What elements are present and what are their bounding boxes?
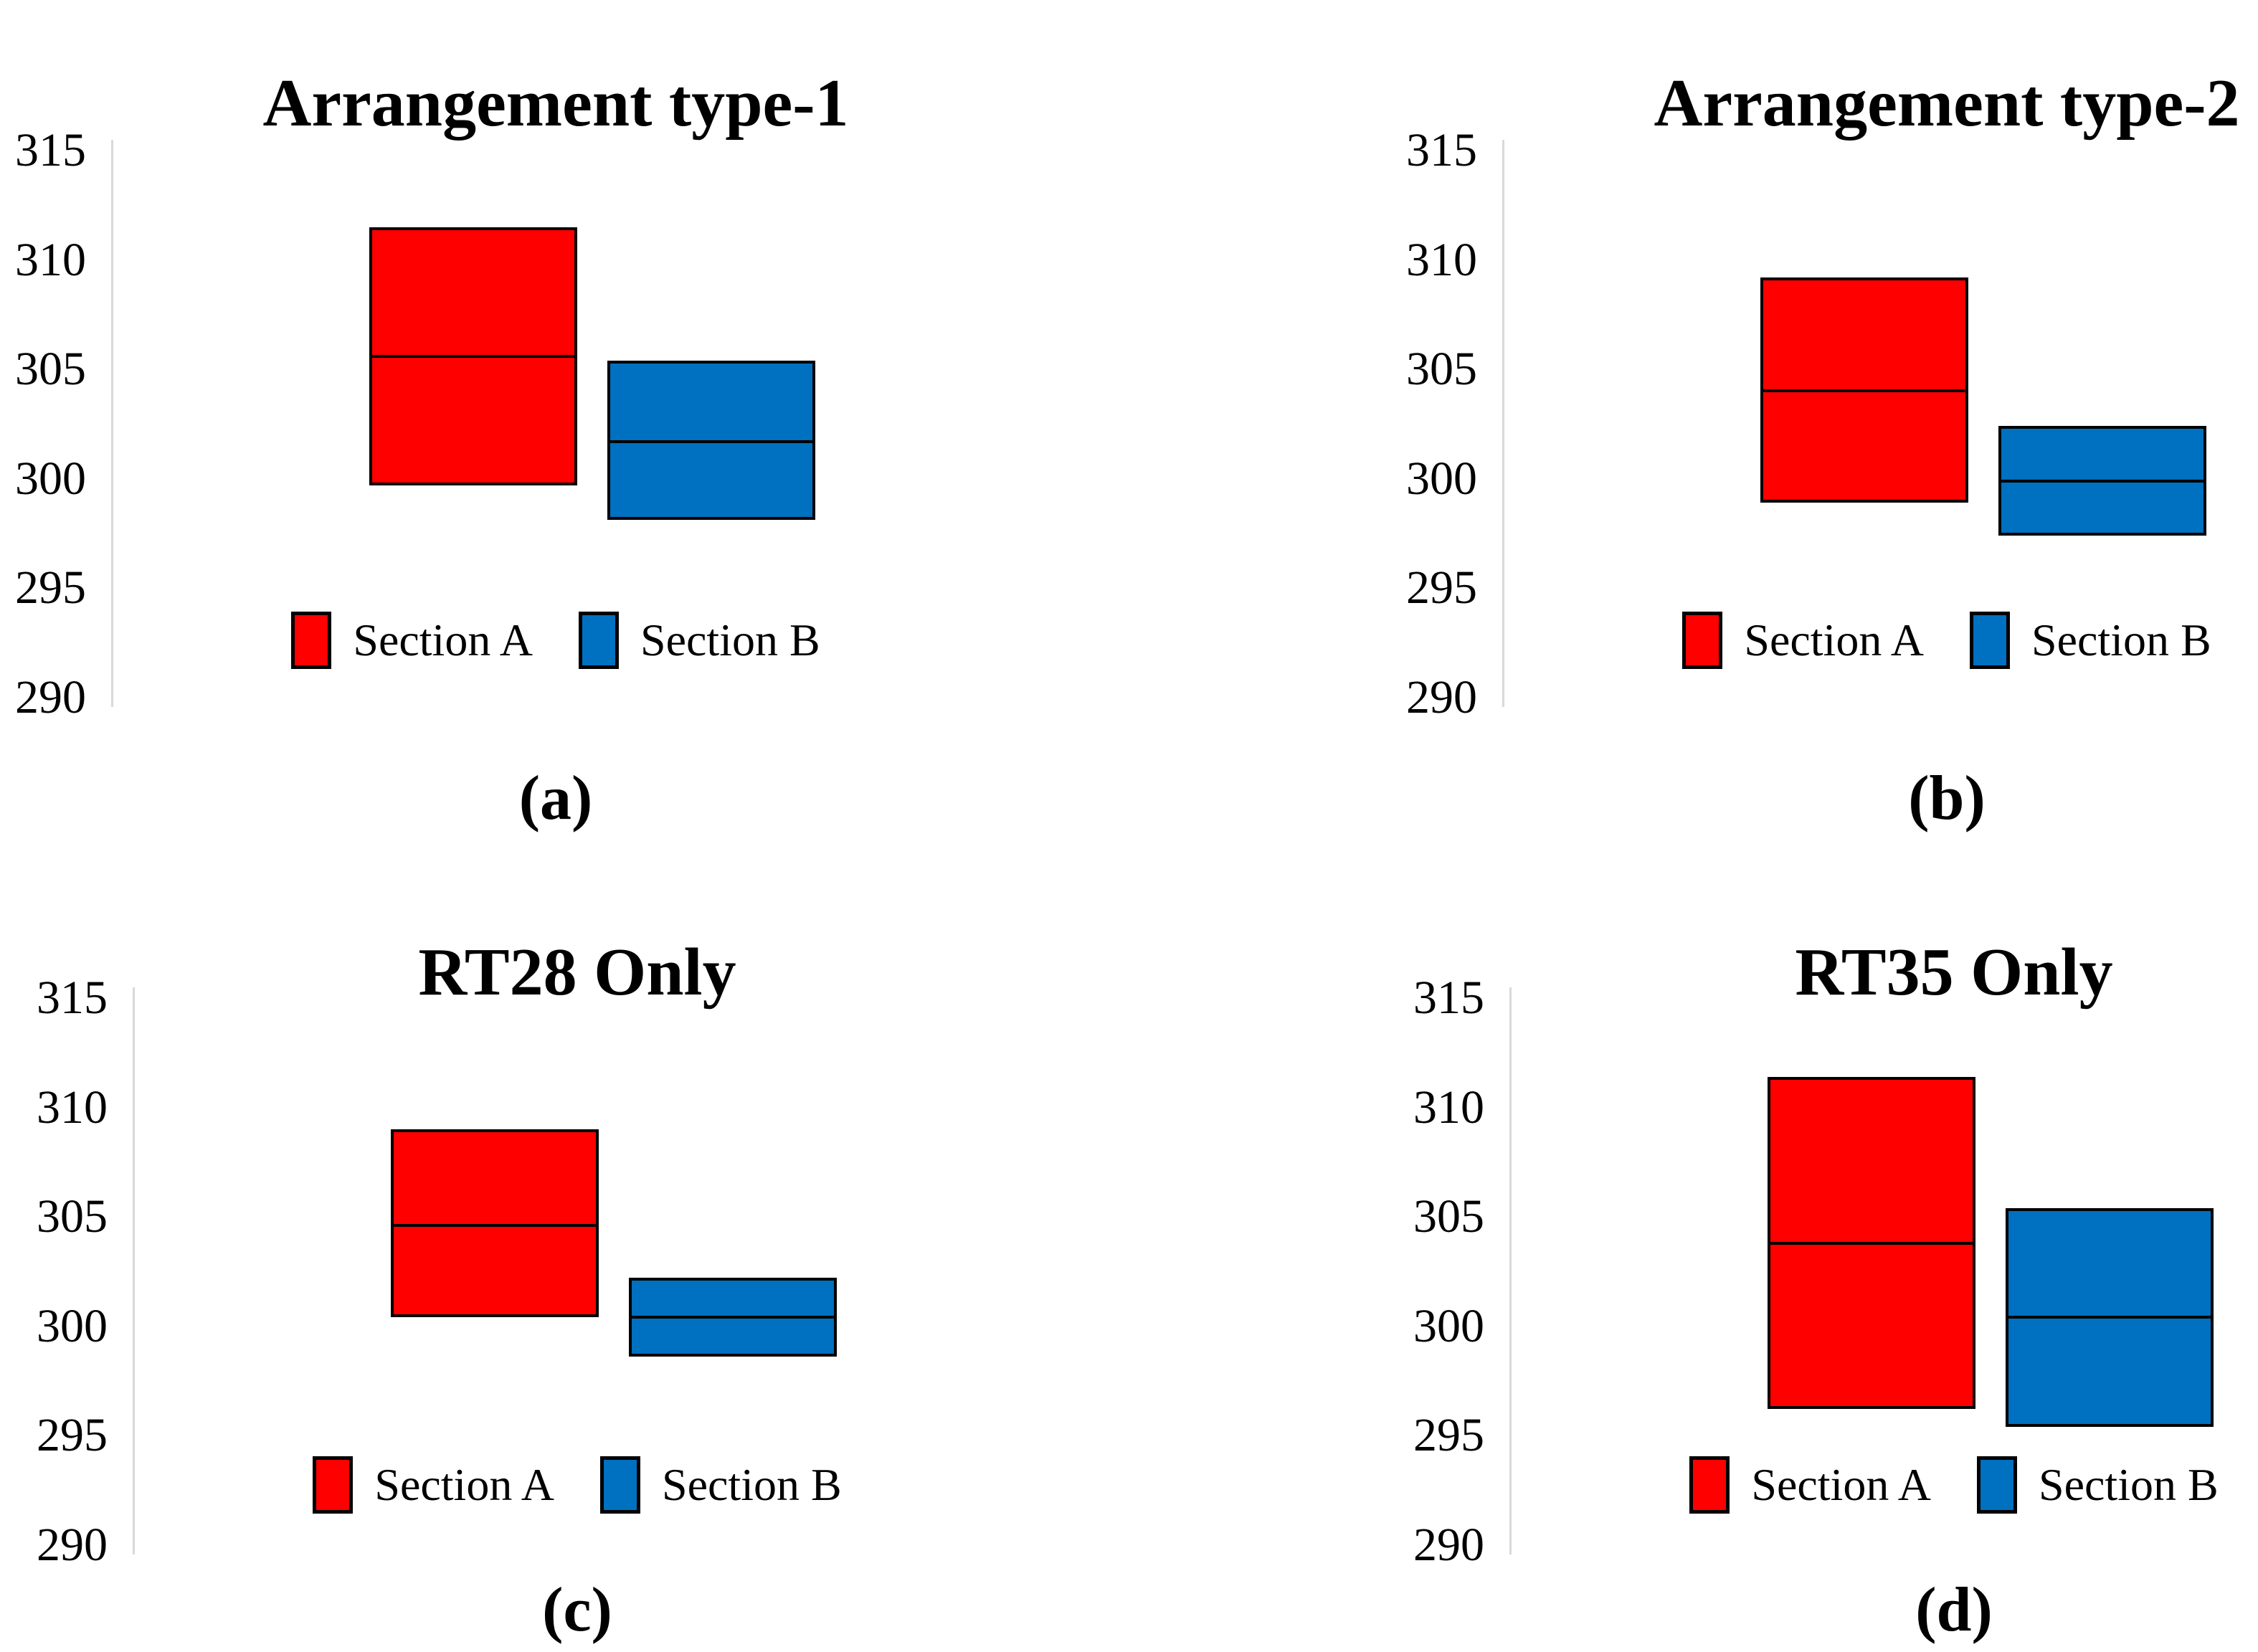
y-axis-tick-label: 310 (1406, 233, 1477, 286)
legend-label: Section B (2031, 614, 2211, 665)
median-line (629, 1316, 837, 1319)
legend-label: Section B (662, 1459, 842, 1510)
y-axis-tick-label: 290 (1406, 670, 1477, 723)
y-axis-line (1509, 987, 1512, 1554)
y-axis-ticks: 315 310 305 300 295 290 (1129, 0, 2258, 826)
median-line (2006, 1316, 2214, 1319)
legend-swatch (313, 1456, 354, 1514)
box-section-a (1760, 277, 1968, 503)
y-axis-line (1502, 140, 1504, 707)
legend-label: Section B (2039, 1459, 2219, 1510)
panel-label: (b) (1908, 764, 1986, 833)
y-axis-tick-label: 295 (37, 1409, 108, 1461)
box-section-b (1998, 426, 2206, 536)
y-axis-tick-label: 300 (37, 1299, 108, 1352)
box-series (0, 826, 1129, 1652)
y-axis-tick-label: 310 (1413, 1081, 1484, 1134)
chart-panel-d: RT35 Only 315 310 305 300 295 290 Section A Se… (1129, 826, 2258, 1652)
legend-item: Section A (1682, 611, 1924, 670)
legend-swatch (1977, 1456, 2017, 1514)
panel-label: (a) (518, 764, 593, 833)
legend-item: Section B (600, 1456, 842, 1514)
y-axis-line (111, 140, 113, 707)
box-section-b (2006, 1207, 2214, 1427)
chart-panel-a: Arrangement type-1 315 310 305 300 295 290 Se… (0, 0, 1129, 833)
box-section-b (607, 360, 815, 521)
box-section-a (391, 1129, 599, 1318)
y-axis-tick-label: 305 (15, 343, 86, 395)
y-axis-line (133, 987, 135, 1554)
chart-panel-b: Arrangement type-2 315 310 305 300 295 290 Se… (1129, 0, 2258, 833)
legend-swatch (600, 1456, 640, 1514)
y-axis-tick-label: 295 (1406, 561, 1477, 614)
y-axis-tick-label: 295 (1413, 1409, 1484, 1461)
legend-swatch (1689, 1456, 1730, 1514)
y-axis-tick-label: 305 (1406, 343, 1477, 395)
median-line (1768, 1241, 1975, 1245)
y-axis-tick-label: 315 (37, 972, 108, 1024)
y-axis-tick-label: 290 (1413, 1518, 1484, 1571)
median-line (1760, 389, 1968, 393)
y-axis-tick-label: 305 (1413, 1190, 1484, 1243)
panel-label: (d) (1915, 1575, 1993, 1645)
legend-label: Section B (640, 614, 820, 665)
y-axis-ticks: 315 310 305 300 295 290 (0, 826, 1129, 1652)
chart-title: Arrangement type-1 (262, 66, 849, 141)
box-section-b (629, 1278, 837, 1357)
chart-title: RT28 Only (418, 935, 736, 1010)
box-section-a (369, 227, 577, 485)
legend-swatch (291, 612, 332, 669)
y-axis-tick-label: 310 (37, 1081, 108, 1134)
legend-label: Section A (1751, 1459, 1931, 1510)
y-axis-tick-label: 310 (15, 233, 86, 286)
box-series (1129, 826, 2258, 1652)
legend-item: Section A (313, 1456, 554, 1514)
legend-item: Section A (291, 611, 533, 670)
legend: Section A Section B (75, 1456, 1079, 1514)
chart-title: Arrangement type-2 (1654, 66, 2240, 141)
box-series (0, 0, 1129, 826)
y-axis-tick-label: 290 (37, 1518, 108, 1571)
y-axis-tick-label: 305 (37, 1190, 108, 1243)
legend-swatch (1970, 612, 2010, 669)
legend-label: Section A (1744, 614, 1924, 665)
legend-item: Section B (1970, 611, 2211, 670)
y-axis-tick-label: 300 (15, 452, 86, 505)
y-axis-ticks: 315 310 305 300 295 290 (1129, 826, 2258, 1652)
y-axis-tick-label: 300 (1406, 452, 1477, 505)
panel-label: (c) (542, 1575, 612, 1645)
box-series (1129, 0, 2258, 826)
median-line (1998, 479, 2206, 483)
legend-swatch (1682, 612, 1723, 669)
legend-swatch (579, 612, 619, 669)
median-line (391, 1224, 599, 1228)
median-line (607, 440, 815, 443)
chart-panel-c: RT28 Only 315 310 305 300 295 290 Section A Se… (0, 826, 1129, 1652)
box-section-a (1768, 1076, 1975, 1410)
y-axis-tick-label: 290 (15, 670, 86, 723)
legend-item: Section A (1689, 1456, 1931, 1514)
chart-title: RT35 Only (1795, 935, 2113, 1010)
y-axis-tick-label: 295 (15, 561, 86, 614)
legend-item: Section B (579, 611, 820, 670)
y-axis-ticks: 315 310 305 300 295 290 (0, 0, 1129, 826)
y-axis-tick-label: 315 (15, 124, 86, 176)
legend: Section A Section B (1445, 611, 2258, 670)
legend-label: Section A (374, 1459, 554, 1510)
legend-item: Section B (1977, 1456, 2219, 1514)
legend-label: Section A (353, 614, 533, 665)
legend: Section A Section B (54, 611, 1058, 670)
y-axis-tick-label: 315 (1413, 972, 1484, 1024)
y-axis-tick-label: 300 (1413, 1299, 1484, 1352)
y-axis-tick-label: 315 (1406, 124, 1477, 176)
median-line (369, 354, 577, 358)
legend: Section A Section B (1452, 1456, 2258, 1514)
